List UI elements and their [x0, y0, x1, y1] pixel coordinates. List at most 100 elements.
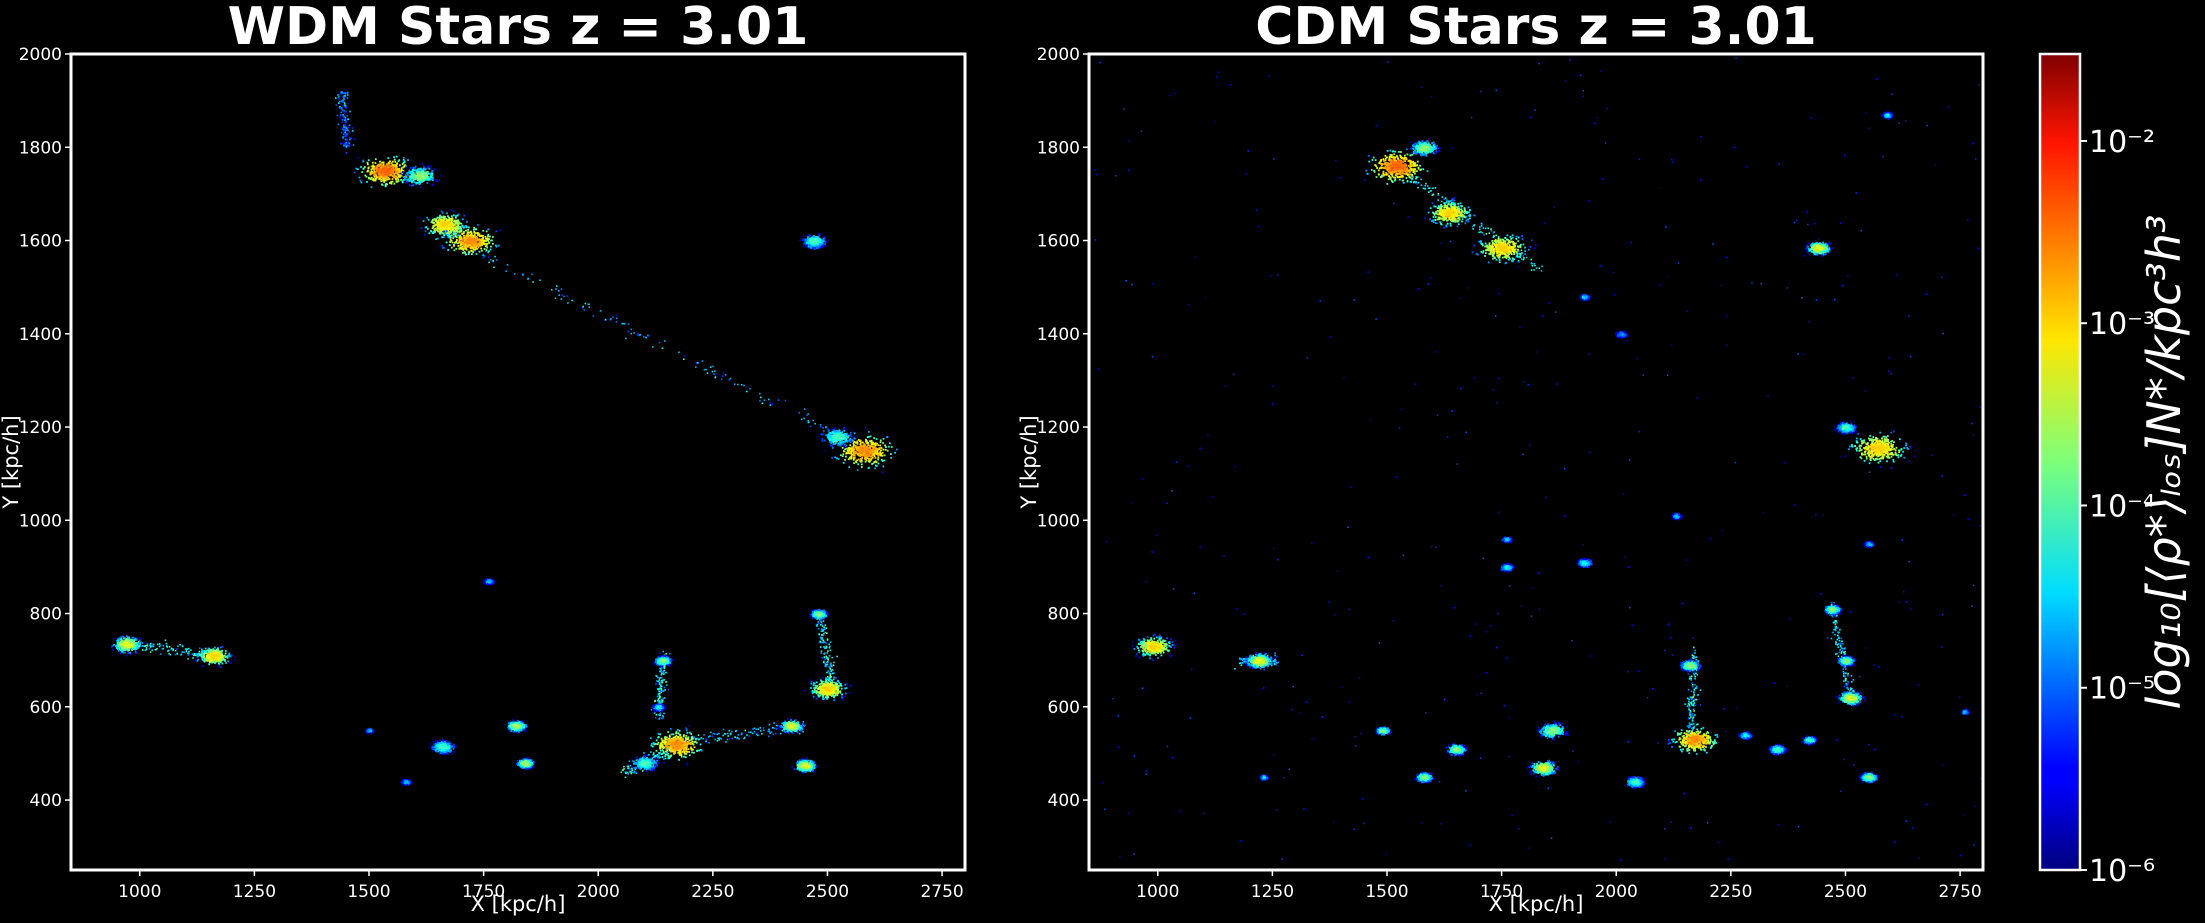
- density-particle: [396, 173, 399, 176]
- filament-particle: [348, 126, 350, 129]
- density-particle: [847, 458, 850, 461]
- filament-particle: [186, 648, 189, 650]
- density-particle: [386, 183, 388, 186]
- filament-particle: [660, 749, 662, 752]
- density-particle: [409, 171, 412, 174]
- filament-particle: [828, 666, 830, 668]
- density-particle: [423, 179, 426, 181]
- density-particle: [405, 178, 408, 181]
- density-particle: [873, 448, 876, 451]
- filament-particle: [343, 98, 345, 101]
- density-particle: [477, 243, 480, 245]
- filament-particle: [628, 770, 631, 773]
- filament-particle: [825, 627, 828, 629]
- density-particle: [424, 167, 427, 170]
- filament-particle: [740, 732, 743, 734]
- density-particle: [860, 441, 862, 444]
- filament-particle: [337, 96, 340, 98]
- filament-particle: [802, 731, 804, 733]
- density-particle: [489, 248, 492, 251]
- filament-particle: [827, 661, 829, 664]
- density-particle: [478, 250, 481, 253]
- density-particle: [460, 236, 463, 239]
- filament-particle: [768, 730, 771, 733]
- density-particle: [379, 163, 382, 166]
- filament-particle: [827, 675, 829, 678]
- density-particle: [478, 235, 481, 238]
- filament-particle: [342, 115, 344, 118]
- density-particle: [402, 156, 405, 159]
- filament-particle: [630, 332, 632, 335]
- filament-particle: [645, 336, 647, 339]
- density-particle: [426, 216, 428, 219]
- filament-particle: [654, 755, 656, 758]
- filament-particle: [142, 649, 144, 651]
- filament-particle: [156, 647, 158, 650]
- filament-particle: [718, 732, 720, 735]
- filament-particle: [615, 317, 618, 320]
- density-particle: [423, 177, 426, 179]
- filament-particle: [353, 138, 356, 140]
- filament-particle: [338, 100, 341, 103]
- density-particle: [470, 230, 472, 233]
- filament-particle: [807, 421, 810, 424]
- density-particle: [401, 163, 404, 165]
- filament-particle: [666, 753, 668, 756]
- filament-particle: [825, 661, 828, 664]
- density-particle: [822, 433, 824, 435]
- filament-particle: [828, 643, 830, 646]
- density-particle: [467, 235, 470, 237]
- density-particle: [874, 467, 876, 470]
- density-particle: [473, 242, 476, 244]
- density-particle: [856, 469, 859, 471]
- density-particle: [852, 449, 855, 451]
- filament-particle: [825, 426, 827, 428]
- density-particle: [437, 220, 440, 222]
- density-particle: [864, 457, 866, 460]
- filament-particle: [665, 681, 667, 683]
- density-particle: [853, 453, 855, 456]
- filament-particle: [769, 732, 772, 734]
- density-particle: [484, 235, 487, 238]
- filament-particle: [774, 732, 777, 735]
- density-particle: [831, 456, 833, 459]
- filament-particle: [658, 718, 660, 720]
- density-particle: [862, 454, 865, 457]
- density-particle: [871, 450, 874, 453]
- filament-particle: [770, 731, 773, 733]
- filament-particle: [622, 769, 624, 771]
- density-particle: [480, 240, 483, 243]
- filament-particle: [696, 362, 698, 365]
- density-particle: [427, 218, 430, 221]
- density-particle: [457, 234, 460, 237]
- density-particle: [454, 232, 457, 235]
- density-particle: [376, 166, 379, 169]
- density-particle: [463, 214, 466, 217]
- density-particle: [388, 172, 391, 174]
- density-particle: [862, 444, 865, 447]
- density-particle: [831, 436, 834, 439]
- density-particle: [121, 640, 123, 643]
- filament-particle: [823, 641, 826, 643]
- filament-particle: [666, 751, 668, 753]
- density-particle: [435, 219, 437, 221]
- density-particle: [409, 166, 412, 169]
- density-particle: [448, 226, 451, 229]
- filament-particle: [183, 651, 185, 654]
- density-particle: [865, 456, 868, 459]
- filament-particle: [560, 298, 563, 300]
- density-particle: [120, 638, 123, 640]
- density-particle: [436, 222, 439, 225]
- density-particle: [127, 647, 130, 650]
- density-particle: [876, 442, 878, 445]
- density-particle: [471, 244, 474, 246]
- density-particle: [367, 170, 370, 172]
- filament-particle: [822, 641, 824, 644]
- density-particle: [131, 636, 134, 639]
- density-particle: [880, 447, 883, 449]
- density-particle: [441, 226, 444, 229]
- filament-particle: [343, 102, 346, 105]
- filament-particle: [830, 676, 832, 678]
- density-particle: [411, 173, 413, 176]
- filament-particle: [725, 741, 727, 743]
